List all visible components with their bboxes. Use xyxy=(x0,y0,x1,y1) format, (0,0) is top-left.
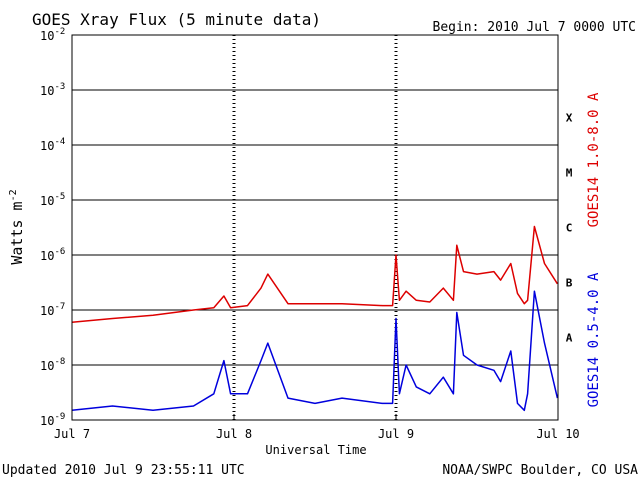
y-tick-base: 10 xyxy=(40,194,54,208)
x-tick-label: Jul 10 xyxy=(536,427,579,441)
y-tick-exponent: -9 xyxy=(54,412,65,422)
legend-entry: GOES14 0.5-4.0 A xyxy=(586,272,602,407)
flare-class-a: A xyxy=(566,332,573,345)
y-tick-label: 10-3 xyxy=(40,82,65,98)
plot-frame xyxy=(71,34,559,421)
x-tick-label: Jul 8 xyxy=(216,427,252,441)
y-tick-label: 10-8 xyxy=(40,357,65,373)
y-tick-label: 10-5 xyxy=(40,192,65,208)
day-dividers xyxy=(232,35,398,420)
x-axis: Jul 7 Jul 8 Jul 9 Jul 10 xyxy=(54,414,580,441)
x-tick-label: Jul 7 xyxy=(54,427,90,441)
y-axis-label: Watts m-2 xyxy=(8,189,26,264)
y-tick-exponent: -6 xyxy=(54,247,65,257)
y-tick-label: 10-6 xyxy=(40,247,65,263)
legend-entry: GOES14 1.0-8.0 A xyxy=(586,92,602,227)
y-tick-label: 10-7 xyxy=(40,302,65,318)
y-tick-label: 10-4 xyxy=(40,137,65,153)
series-line-short xyxy=(71,290,559,412)
flare-class-labels: A B C M X xyxy=(566,112,573,345)
chart-title: GOES Xray Flux (5 minute data) xyxy=(32,10,321,29)
y-axis: 10-910-810-710-610-510-410-310-2 xyxy=(40,27,558,428)
x-axis-label: Universal Time xyxy=(265,443,366,457)
y-tick-exponent: -5 xyxy=(54,192,65,202)
y-tick-exponent: -3 xyxy=(54,82,65,92)
y-tick-label: 10-2 xyxy=(40,27,65,43)
series-line-long xyxy=(71,225,559,323)
x-tick-label: Jul 9 xyxy=(378,427,414,441)
updated-timestamp: Updated 2010 Jul 9 23:55:11 UTC xyxy=(2,463,245,478)
y-tick-base: 10 xyxy=(40,304,54,318)
y-tick-base: 10 xyxy=(40,84,54,98)
y-tick-base: 10 xyxy=(40,249,54,263)
flare-class-m: M xyxy=(566,167,573,180)
flare-class-c: C xyxy=(566,222,573,235)
y-tick-exponent: -4 xyxy=(54,137,65,147)
y-tick-base: 10 xyxy=(40,359,54,373)
y-tick-base: 10 xyxy=(40,414,54,428)
legend: GOES14 1.0-8.0 A GOES14 0.5-4.0 A xyxy=(586,92,602,407)
y-axis-label-exponent: -2 xyxy=(8,189,19,201)
series-layer xyxy=(71,225,559,412)
y-tick-exponent: -8 xyxy=(54,357,65,367)
flare-class-b: B xyxy=(566,277,573,290)
y-tick-label: 10-9 xyxy=(40,412,65,428)
y-axis-label-text: Watts m xyxy=(8,201,26,264)
credit-label: NOAA/SWPC Boulder, CO USA xyxy=(442,463,638,478)
y-tick-exponent: -2 xyxy=(54,27,65,37)
begin-label: Begin: 2010 Jul 7 0000 UTC xyxy=(433,20,637,35)
y-tick-base: 10 xyxy=(40,29,54,43)
y-tick-exponent: -7 xyxy=(54,302,65,312)
y-tick-base: 10 xyxy=(40,139,54,153)
horizontal-grid xyxy=(72,89,558,366)
flare-class-x: X xyxy=(566,112,573,125)
